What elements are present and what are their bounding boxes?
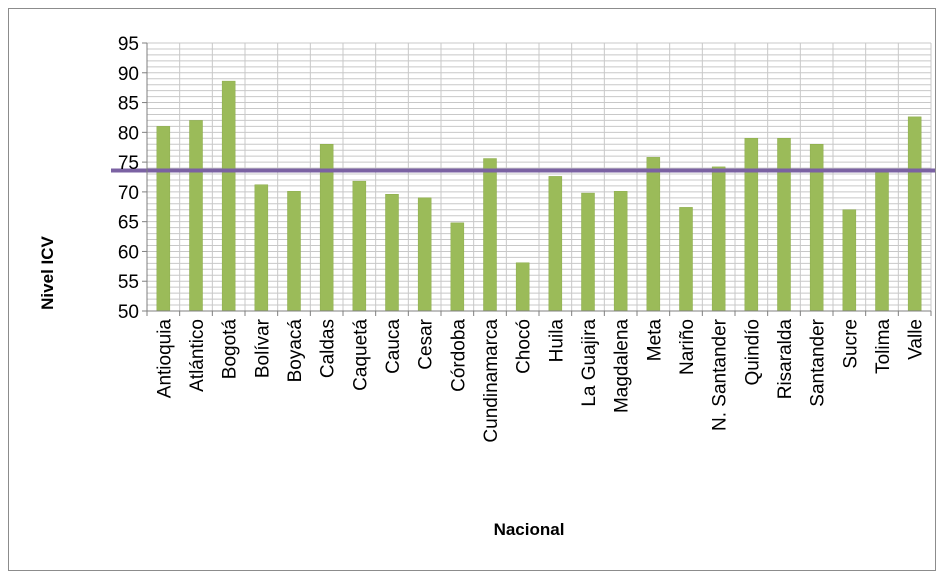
- y-tick-label: 95: [118, 34, 139, 55]
- x-tick-label: Caldas: [318, 319, 339, 378]
- bar-Meta: [646, 157, 661, 312]
- bar-Córdoba: [450, 222, 465, 312]
- x-tick-label: Córdoba: [448, 319, 469, 392]
- y-tick-label: 50: [118, 302, 139, 323]
- bar-Bogotá: [221, 80, 236, 312]
- x-tick-label: Bogotá: [220, 319, 241, 380]
- x-tick-label: Valle: [906, 319, 927, 360]
- chart-frame: 50 55 60 65 70 75 80 85 90 95 Antioquia Atlántico B…: [8, 8, 936, 571]
- x-tick-label: Sucre: [840, 319, 861, 369]
- x-tick-label: Quindío: [742, 319, 763, 386]
- x-tick-label: Boyacá: [285, 319, 306, 383]
- bar-Tolima: [875, 171, 889, 312]
- bar-Bolívar: [254, 184, 269, 312]
- x-axis-title: Nacional: [494, 520, 565, 539]
- x-tick-label: La Guajira: [579, 319, 600, 407]
- bar-Boyacá: [287, 191, 301, 312]
- x-tick-labels: Antioquia Atlántico Bogotá Bolívar Boyacá Cal…: [154, 318, 926, 442]
- x-tick-label: Risaralda: [775, 319, 796, 400]
- x-tick-label: Nariño: [677, 319, 698, 375]
- x-tick-label: Chocó: [514, 319, 535, 374]
- x-tick-label: Antioquia: [154, 319, 175, 399]
- grid-lines: [146, 42, 932, 312]
- x-tick-label: Magdalena: [612, 319, 633, 413]
- x-tick-label: Cauca: [383, 319, 404, 374]
- x-tick-label: Cesar: [416, 318, 437, 369]
- bar-N. Santander: [711, 166, 726, 312]
- x-tick-label: Santander: [808, 318, 829, 406]
- x-tick-label: N. Santander: [710, 318, 731, 431]
- x-tick-label: Huila: [546, 319, 567, 363]
- y-tick-label: 75: [118, 153, 139, 174]
- bar-Sucre: [842, 209, 857, 312]
- x-tick-label: Atlántico: [187, 319, 208, 392]
- bar-Cauca: [385, 194, 399, 312]
- bar-Antioquia: [156, 126, 171, 312]
- axes: [142, 42, 932, 316]
- bar-Risaralda: [777, 138, 791, 312]
- x-tick-label: Bolívar: [252, 318, 273, 378]
- bar-Chocó: [515, 262, 530, 312]
- bar-Magdalena: [613, 191, 628, 312]
- y-tick-label: 65: [118, 213, 139, 234]
- x-tick-label: Meta: [644, 319, 665, 362]
- y-axis-title: Nivel ICV: [38, 235, 57, 309]
- bar-Cundinamarca: [483, 158, 497, 312]
- y-tick-label: 60: [118, 242, 139, 263]
- y-tick-label: 55: [118, 272, 139, 293]
- y-tick-label: 85: [118, 94, 139, 115]
- x-tick-label: Tolima: [873, 319, 894, 374]
- bar-Atlántico: [189, 120, 203, 312]
- bars: [156, 80, 922, 312]
- y-tick-label: 70: [118, 183, 139, 204]
- x-tick-label: Caquetá: [350, 319, 371, 391]
- bar-Huila: [548, 176, 563, 312]
- y-tick-label: 90: [118, 64, 139, 85]
- bar-Valle: [907, 116, 922, 312]
- bar-Cesar: [417, 197, 432, 312]
- y-tick-labels: 50 55 60 65 70 75 80 85 90 95: [118, 34, 139, 323]
- bar-La Guajira: [581, 192, 595, 312]
- bar-chart: 50 55 60 65 70 75 80 85 90 95 Antioquia Atlántico B…: [38, 34, 935, 539]
- x-tick-label: Cundinamarca: [481, 319, 502, 443]
- bar-Quindío: [744, 138, 759, 312]
- bar-Caquetá: [352, 180, 367, 312]
- bar-Nariño: [679, 207, 693, 312]
- y-tick-label: 80: [118, 123, 139, 144]
